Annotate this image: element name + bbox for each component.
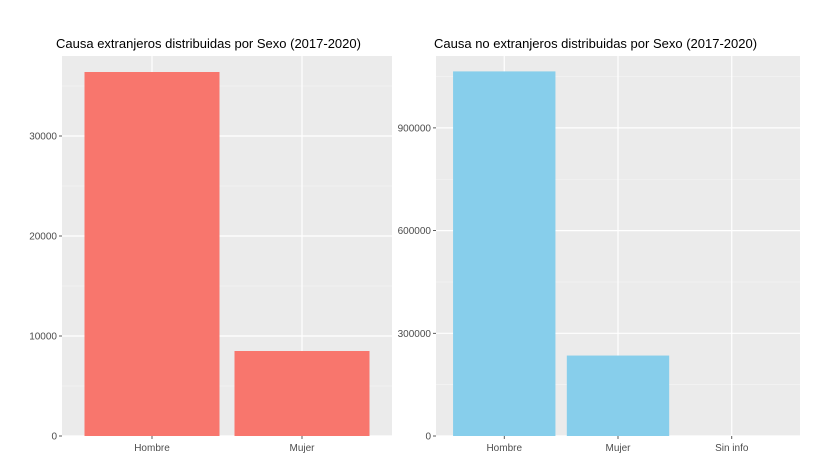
chart-panel-1: Causa extranjeros distribuidas por Sexo … bbox=[29, 36, 392, 454]
y-tick-label: 0 bbox=[51, 432, 57, 443]
x-tick-label: Sin info bbox=[715, 443, 749, 454]
y-tick-label: 900000 bbox=[398, 123, 432, 134]
y-tick-label: 10000 bbox=[29, 332, 57, 343]
bar-hombre bbox=[84, 72, 220, 436]
x-tick-label: Hombre bbox=[134, 443, 170, 454]
y-tick-label: 300000 bbox=[398, 329, 432, 340]
chart-title: Causa extranjeros distribuidas por Sexo … bbox=[56, 36, 361, 51]
y-tick-label: 20000 bbox=[29, 232, 57, 243]
y-tick-label: 600000 bbox=[398, 226, 432, 237]
x-tick-label: Mujer bbox=[605, 443, 631, 454]
chart-title: Causa no extranjeros distribuidas por Se… bbox=[434, 36, 757, 51]
y-tick-label: 30000 bbox=[29, 132, 57, 143]
x-tick-label: Hombre bbox=[486, 443, 522, 454]
bar-mujer bbox=[566, 355, 670, 436]
y-tick-label: 0 bbox=[425, 432, 431, 443]
chart-panel-2: Causa no extranjeros distribuidas por Se… bbox=[398, 36, 800, 454]
bar-mujer bbox=[234, 351, 370, 436]
bar-hombre bbox=[453, 71, 556, 437]
x-tick-label: Mujer bbox=[289, 443, 315, 454]
